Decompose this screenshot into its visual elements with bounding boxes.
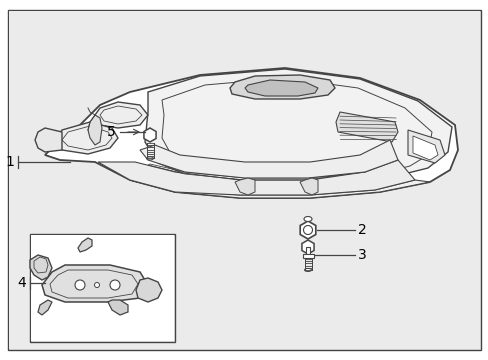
Polygon shape — [42, 265, 148, 302]
Polygon shape — [301, 240, 313, 254]
Polygon shape — [108, 300, 128, 315]
Polygon shape — [300, 221, 315, 239]
Text: 4: 4 — [17, 276, 26, 290]
Polygon shape — [143, 128, 156, 142]
Polygon shape — [45, 68, 457, 198]
Polygon shape — [235, 178, 254, 195]
Bar — [30, 234, 175, 342]
Text: 5: 5 — [107, 125, 116, 139]
Polygon shape — [299, 178, 317, 195]
Polygon shape — [412, 136, 437, 160]
Polygon shape — [130, 180, 429, 198]
Bar — [302, 254, 313, 258]
Polygon shape — [229, 75, 334, 99]
Polygon shape — [38, 300, 52, 315]
Polygon shape — [98, 160, 414, 195]
Polygon shape — [95, 102, 148, 128]
Circle shape — [303, 225, 312, 234]
Polygon shape — [88, 115, 102, 145]
Circle shape — [110, 280, 120, 290]
Text: 1: 1 — [5, 155, 14, 169]
Text: 2: 2 — [357, 223, 366, 237]
Polygon shape — [335, 112, 397, 142]
Ellipse shape — [146, 157, 153, 160]
Polygon shape — [140, 140, 397, 178]
Bar — [31, 235, 174, 341]
Text: 3: 3 — [357, 248, 366, 262]
Bar — [305, 247, 309, 254]
Polygon shape — [30, 255, 52, 280]
Polygon shape — [55, 122, 118, 154]
Polygon shape — [244, 80, 317, 96]
Polygon shape — [78, 238, 92, 252]
Ellipse shape — [304, 216, 311, 221]
Polygon shape — [407, 130, 444, 163]
Circle shape — [94, 283, 99, 288]
Polygon shape — [35, 128, 62, 152]
Polygon shape — [145, 69, 451, 182]
Polygon shape — [136, 278, 162, 302]
Ellipse shape — [304, 269, 311, 271]
Circle shape — [75, 280, 85, 290]
